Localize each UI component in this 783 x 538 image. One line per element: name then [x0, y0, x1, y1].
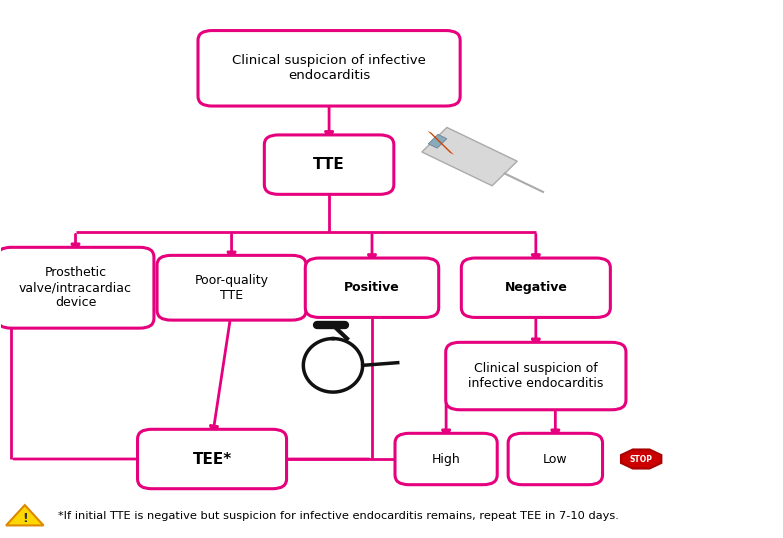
- Text: Negative: Negative: [504, 281, 567, 294]
- FancyBboxPatch shape: [461, 258, 611, 317]
- Polygon shape: [422, 128, 518, 186]
- Polygon shape: [428, 131, 454, 155]
- FancyBboxPatch shape: [446, 342, 626, 410]
- Text: Clinical suspicion of
infective endocarditis: Clinical suspicion of infective endocard…: [468, 362, 604, 390]
- Text: STOP: STOP: [630, 455, 653, 464]
- FancyBboxPatch shape: [395, 433, 497, 485]
- Text: Positive: Positive: [344, 281, 400, 294]
- FancyBboxPatch shape: [0, 247, 154, 328]
- Text: Clinical suspicion of infective
endocarditis: Clinical suspicion of infective endocard…: [232, 54, 426, 82]
- Text: TEE*: TEE*: [193, 451, 232, 466]
- Text: *If initial TTE is negative but suspicion for infective endocarditis remains, re: *If initial TTE is negative but suspicio…: [58, 511, 619, 521]
- Text: TTE: TTE: [313, 157, 345, 172]
- Text: Prosthetic
valve/intracardiac
device: Prosthetic valve/intracardiac device: [19, 266, 132, 309]
- FancyBboxPatch shape: [198, 31, 460, 106]
- FancyBboxPatch shape: [138, 429, 287, 489]
- Polygon shape: [6, 505, 44, 526]
- Polygon shape: [428, 134, 447, 148]
- Text: High: High: [431, 452, 460, 465]
- Text: Poor-quality
TTE: Poor-quality TTE: [194, 274, 269, 302]
- Text: Low: Low: [543, 452, 568, 465]
- FancyBboxPatch shape: [265, 135, 394, 194]
- FancyBboxPatch shape: [157, 256, 306, 320]
- Text: !: !: [22, 513, 27, 526]
- Polygon shape: [621, 449, 662, 469]
- FancyBboxPatch shape: [508, 433, 603, 485]
- FancyBboxPatch shape: [305, 258, 438, 317]
